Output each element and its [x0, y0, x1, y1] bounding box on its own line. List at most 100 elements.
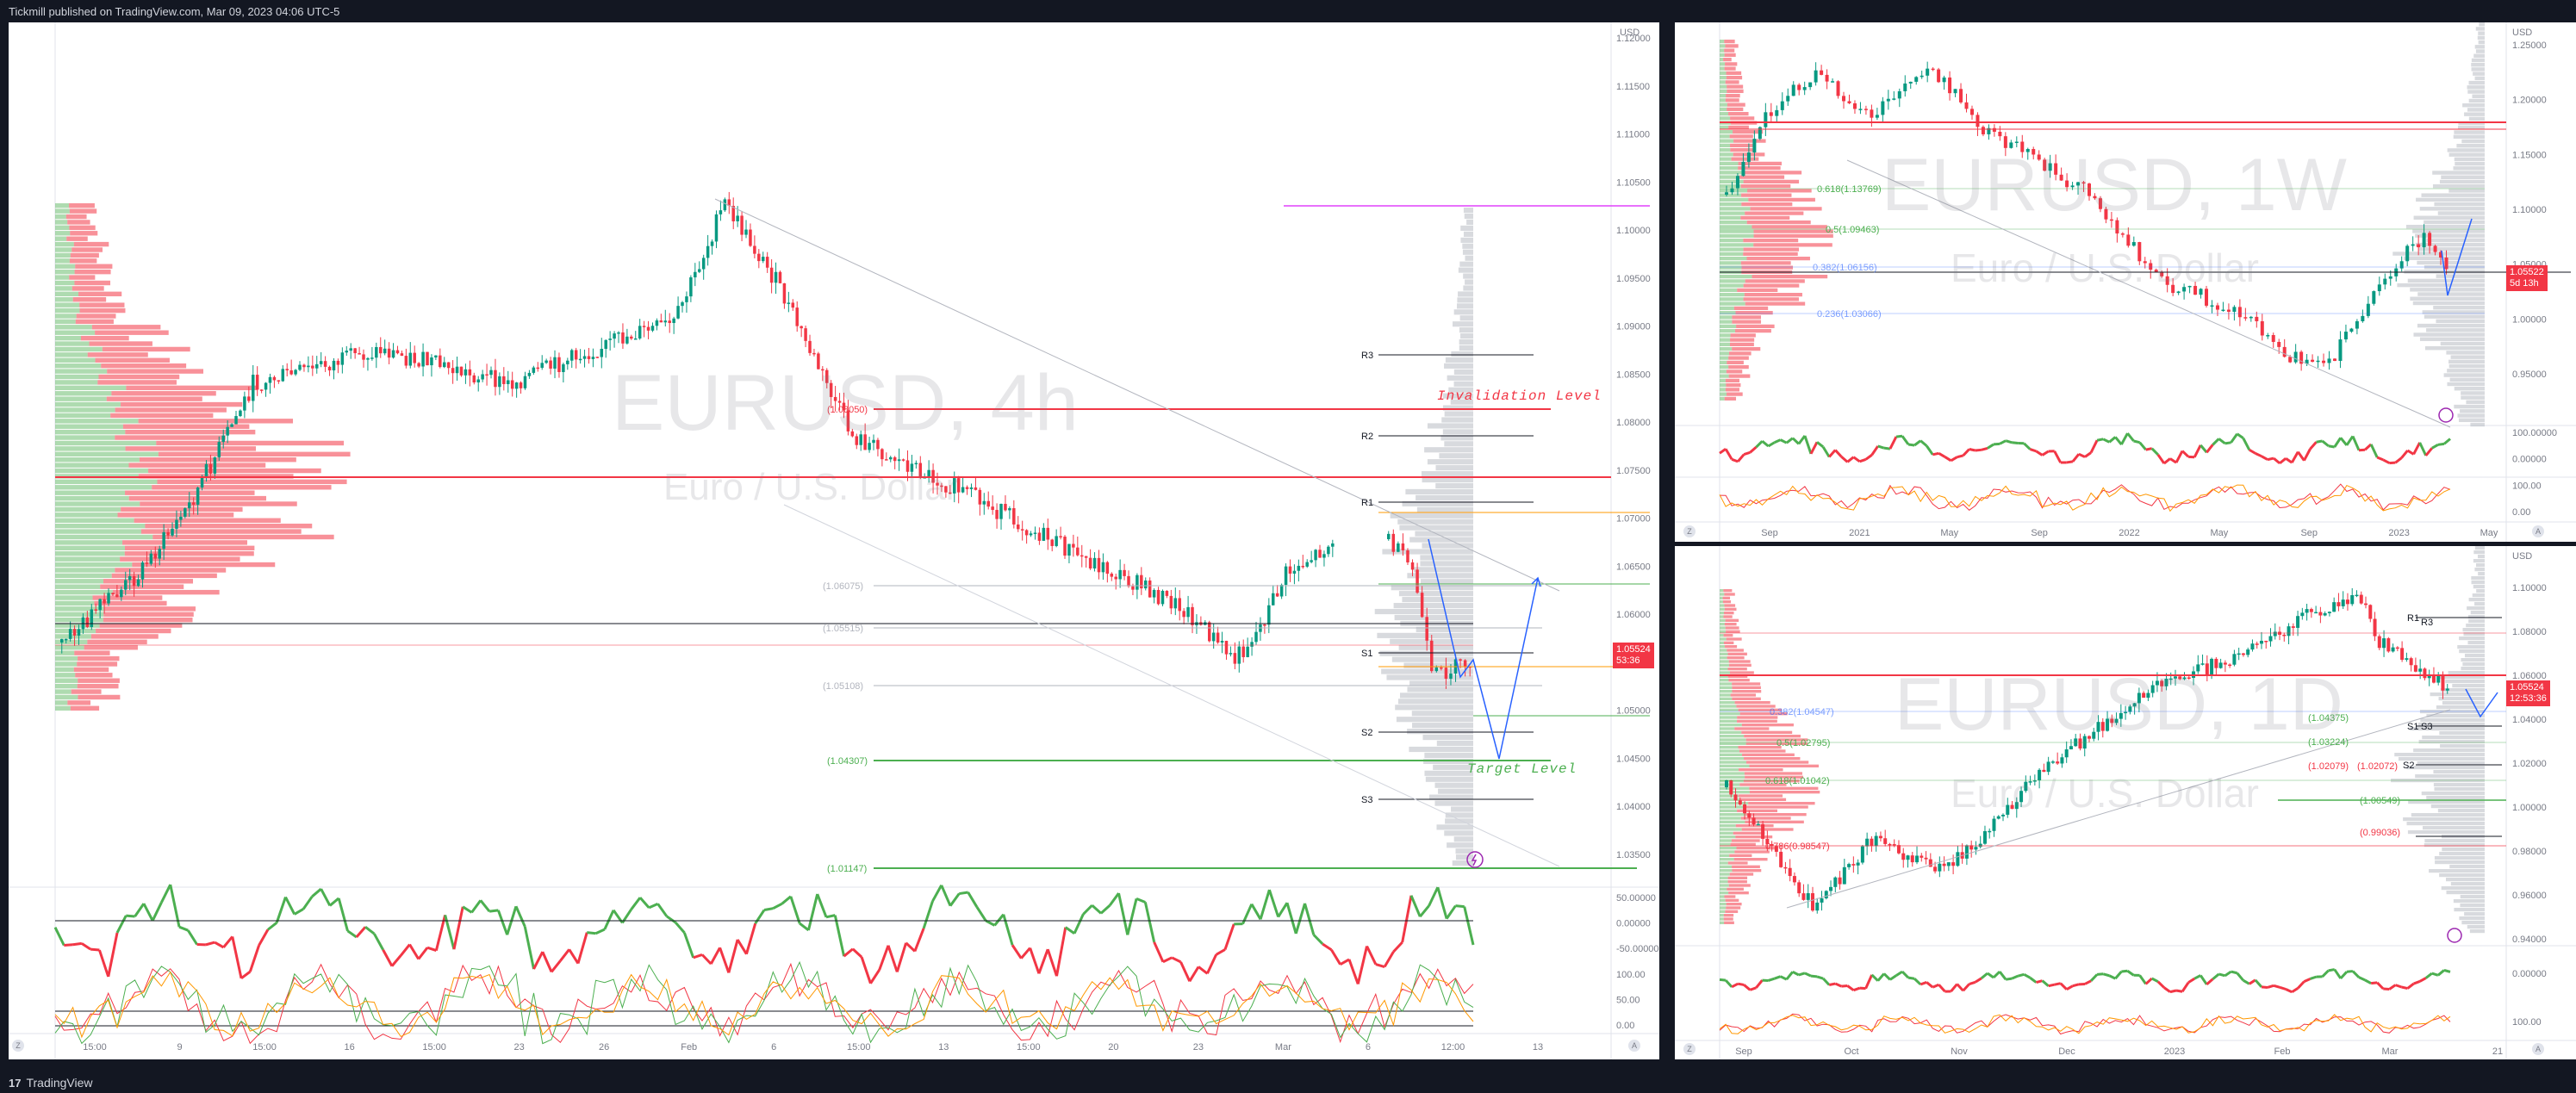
chart-1d-canvas[interactable]: 0.382(1.04547) 0.5(1.02795) 0.618(1.0104…: [1675, 546, 2576, 1059]
candle-body: [2327, 612, 2331, 613]
volume-bar-grey: [2416, 197, 2485, 202]
lightning-icon[interactable]: [2438, 407, 2454, 423]
z-button[interactable]: Z: [1683, 525, 1696, 537]
candle-body: [2372, 291, 2376, 304]
volume-bar-red: [128, 463, 266, 468]
volume-bar-grey: [2468, 116, 2485, 121]
volume-bar-red: [1738, 166, 1781, 171]
volume-bar-grey: [2440, 688, 2485, 692]
volume-bar-green: [1720, 589, 1724, 593]
volume-bar-red: [1724, 607, 1737, 611]
oscillator-segment: [1347, 959, 1360, 985]
candle-body: [1097, 557, 1101, 573]
price-axis[interactable]: 1.250001.200001.150001.100001.050001.000…: [2512, 40, 2547, 380]
candle-body: [2232, 307, 2237, 312]
volume-bar-green: [1720, 847, 1737, 850]
oscillator-segment: [1743, 984, 1752, 991]
axis-tick-label: 1.12000: [1616, 34, 1651, 44]
candle-body: [2178, 676, 2182, 680]
oscillator-segment: [2442, 438, 2451, 445]
candle-body: [2120, 233, 2125, 235]
volume-bar-grey: [2418, 740, 2485, 744]
z-button[interactable]: Z: [1683, 1043, 1696, 1055]
oscillator-segment: [1859, 458, 1867, 463]
z-button[interactable]: Z: [12, 1040, 24, 1052]
volume-bar-red: [1727, 674, 1748, 678]
chart-4h-canvas[interactable]: R3 R2 R1 S1 S2 S3 (1.08050) (1.04307) (1…: [9, 22, 1659, 1059]
trendline[interactable]: [1786, 709, 2451, 909]
volume-bar-red: [1739, 783, 1787, 786]
axis-tick-label: 1.06500: [1616, 562, 1651, 572]
time-axis[interactable]: 15:00 9 15:00 16 15:00 23 26 Feb 6 15:00 13 15:00 20…: [83, 1042, 1543, 1053]
time-axis[interactable]: Sep Oct Nov Dec 2023 Feb Mar 21: [1735, 1046, 2503, 1057]
candle-body: [808, 340, 812, 353]
volume-bar-green: [1720, 906, 1727, 910]
axis-tick-label: 1.09500: [1616, 274, 1651, 284]
volume-bar-green: [1720, 730, 1742, 734]
price-axis[interactable]: 1.120001.115001.110001.105001.100001.095…: [1616, 34, 1651, 860]
candle-body: [694, 271, 697, 278]
volume-bar-green: [55, 540, 123, 545]
candle-body: [2373, 618, 2377, 637]
axis-tick-label: 0.94000: [2512, 935, 2547, 945]
volume-bar-red: [1743, 252, 1798, 256]
time-axis[interactable]: Sep 2021 May Sep 2022 May Sep 2023 May: [1761, 528, 2498, 538]
a-button[interactable]: A: [2532, 1043, 2544, 1055]
trendline[interactable]: [1846, 159, 2451, 428]
oscillator-segment: [1419, 904, 1430, 918]
lightning-icon[interactable]: [2447, 928, 2462, 943]
volume-bar-green: [1720, 378, 1726, 382]
volume-bar-grey: [1451, 806, 1473, 812]
candle-body: [2042, 769, 2046, 773]
price-axis[interactable]: 1.100001.080001.060001.040001.020001.000…: [2512, 583, 2547, 945]
candle-body: [982, 500, 986, 505]
axis-tick-label: 1.08500: [1616, 370, 1651, 380]
volume-bar-grey: [2429, 869, 2485, 873]
oscillator-segment: [2053, 450, 2063, 463]
candle-body: [153, 553, 158, 559]
chart-1w-canvas[interactable]: 0.618(1.13769) 0.5(1.09463) 0.382(1.0615…: [1675, 22, 2576, 542]
volume-bar-grey: [2433, 783, 2485, 787]
candle-body: [2268, 636, 2273, 642]
volume-bar-green: [1720, 697, 1733, 700]
tradingview-brand[interactable]: 17 TradingView: [9, 1076, 93, 1090]
trendline[interactable]: [714, 198, 1560, 592]
candle-body: [2014, 141, 2019, 143]
volume-bar-red: [1753, 229, 1833, 233]
volume-bar-green: [55, 534, 153, 540]
currency-label: USD: [1620, 28, 1640, 38]
volume-bar-green: [55, 220, 68, 225]
lightning-icon[interactable]: [1466, 851, 1484, 868]
projection-path[interactable]: [1428, 538, 1539, 760]
volume-bar-green: [1720, 76, 1727, 80]
candle-body: [298, 364, 302, 370]
candle-body: [332, 360, 336, 371]
volume-bar-green: [55, 694, 78, 700]
oscillator-segment: [1463, 906, 1475, 946]
volume-bar-red: [1745, 820, 1804, 823]
oscillator-segment: [656, 903, 669, 917]
projection-path[interactable]: [2465, 688, 2498, 718]
candle-body: [1942, 863, 1946, 866]
volume-bar-grey: [2454, 157, 2485, 162]
projection-path[interactable]: [2441, 218, 2473, 296]
candle-body: [72, 629, 77, 636]
volume-bar-red: [1724, 53, 1736, 57]
candle-body: [2250, 643, 2255, 650]
candle-body: [2110, 718, 2114, 723]
volume-bar-red: [1739, 749, 1786, 753]
chart-panel-4h[interactable]: R3 R2 R1 S1 S2 S3 (1.08050) (1.04307) (1…: [9, 22, 1659, 1059]
chart-panel-1w[interactable]: 0.618(1.13769) 0.5(1.09463) 0.382(1.0615…: [1675, 22, 2576, 542]
trendline-lower[interactable]: [783, 504, 1560, 867]
a-button[interactable]: A: [1628, 1040, 1640, 1052]
volume-bar-red: [103, 617, 193, 623]
candle-body: [1976, 115, 1980, 127]
a-button[interactable]: A: [2532, 525, 2544, 537]
candle-body: [825, 370, 829, 383]
volume-bar-red: [1728, 112, 1749, 116]
volume-bar-grey: [2474, 546, 2485, 550]
volume-bar-red: [65, 214, 87, 220]
axis-tick-label: 15:00: [252, 1042, 277, 1053]
volume-bar-red: [124, 545, 255, 551]
chart-panel-1d[interactable]: 0.382(1.04547) 0.5(1.02795) 0.618(1.0104…: [1675, 546, 2576, 1059]
